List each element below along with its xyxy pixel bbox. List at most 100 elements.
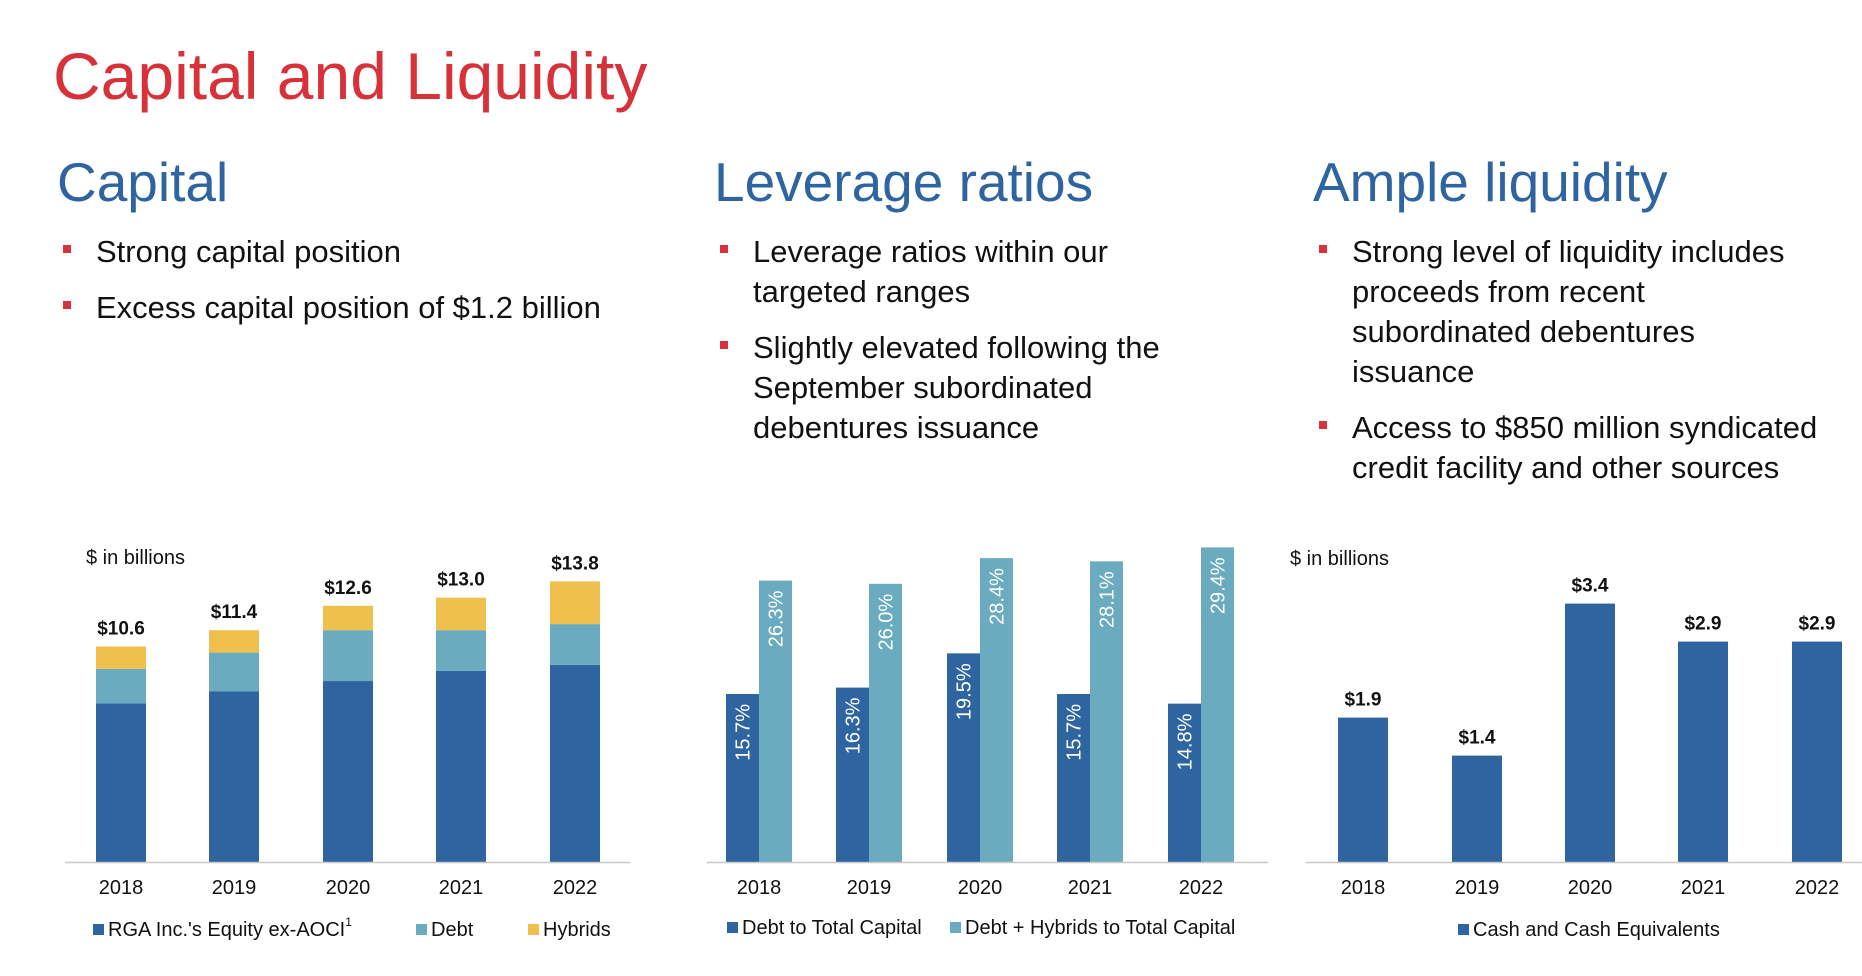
value-label: 15.7% bbox=[733, 704, 755, 761]
footnote-mark: 1 bbox=[345, 915, 352, 929]
bullet-line: proceeds from recent bbox=[1352, 274, 1645, 309]
bar bbox=[1792, 641, 1842, 862]
x-tick-label: 2019 bbox=[1455, 877, 1500, 899]
bullet-list: Strong level of liquidity includes procee… bbox=[1315, 232, 1817, 504]
value-label: $2.9 bbox=[1799, 614, 1836, 635]
section-heading: Ample liquidity bbox=[1313, 151, 1668, 213]
bullet: Strong level of liquidity includes procee… bbox=[1315, 232, 1817, 392]
legend-name: Debt + Hybrids to Total Capital bbox=[965, 917, 1235, 939]
value-label: 28.1% bbox=[1097, 571, 1119, 628]
legend-label: Debt to Total Capital bbox=[742, 917, 922, 939]
bullet: Strong capital position bbox=[59, 232, 601, 272]
x-tick-label: 2021 bbox=[1068, 877, 1113, 899]
section-heading: Capital bbox=[57, 151, 229, 213]
x-tick-label: 2021 bbox=[439, 877, 484, 899]
bar-segment bbox=[209, 630, 259, 653]
x-tick-label: 2022 bbox=[1795, 877, 1840, 899]
bullet-list: Strong capital position Excess capital po… bbox=[59, 232, 601, 344]
legend-swatch bbox=[93, 924, 104, 935]
x-tick-label: 2018 bbox=[1341, 877, 1386, 899]
bar-segment bbox=[209, 652, 259, 692]
bullet: Slightly elevated following the September… bbox=[716, 328, 1160, 448]
bar-segment bbox=[436, 670, 486, 862]
bar bbox=[1338, 717, 1388, 862]
bar-segment bbox=[550, 581, 600, 625]
bar-segment bbox=[96, 703, 146, 862]
bar bbox=[1201, 547, 1234, 862]
value-label: 26.3% bbox=[766, 590, 788, 647]
value-label: 19.5% bbox=[954, 663, 976, 720]
legend-label: Cash and Cash Equivalents bbox=[1473, 919, 1720, 941]
bullet: Access to $850 million syndicated credit … bbox=[1315, 408, 1817, 488]
bullet-list: Leverage ratios within our targeted range… bbox=[716, 232, 1160, 464]
legend-label: RGA Inc.'s Equity ex-AOCI1 bbox=[108, 915, 352, 941]
x-tick-label: 2018 bbox=[99, 877, 144, 899]
bullet-line: Access to $850 million syndicated bbox=[1352, 410, 1818, 445]
value-label: 14.8% bbox=[1175, 713, 1197, 770]
bullet-line: credit facility and other sources bbox=[1352, 450, 1780, 485]
value-label: $1.4 bbox=[1459, 728, 1496, 749]
bar-segment bbox=[323, 605, 373, 631]
legend-swatch bbox=[950, 922, 961, 933]
legend-swatch bbox=[528, 924, 539, 935]
bullet: Leverage ratios within our targeted range… bbox=[716, 232, 1160, 312]
x-tick-label: 2022 bbox=[1179, 877, 1224, 899]
bar bbox=[869, 583, 902, 862]
bar bbox=[1168, 703, 1201, 862]
legend-name: Debt to Total Capital bbox=[742, 917, 922, 939]
bar bbox=[1565, 603, 1615, 862]
bar bbox=[726, 694, 759, 862]
bullet-line: debentures issuance bbox=[753, 410, 1040, 445]
bullet-line: targeted ranges bbox=[753, 274, 971, 309]
total-label: $12.6 bbox=[324, 578, 372, 599]
x-tick-label: 2022 bbox=[553, 877, 598, 899]
bar-segment bbox=[436, 597, 486, 631]
x-tick-label: 2021 bbox=[1681, 877, 1726, 899]
legend-swatch bbox=[727, 922, 738, 933]
bullet: Excess capital position of $1.2 billion bbox=[59, 288, 601, 328]
bullet-line: Leverage ratios within our bbox=[753, 234, 1108, 269]
bullet-line: subordinated debentures bbox=[1352, 314, 1695, 349]
bullet-line: Strong capital position bbox=[96, 234, 402, 269]
bar bbox=[1090, 561, 1123, 862]
bar-segment bbox=[96, 668, 146, 704]
bar bbox=[1452, 755, 1502, 862]
bar bbox=[1678, 641, 1728, 862]
total-label: $11.4 bbox=[211, 602, 258, 623]
legend-name: Hybrids bbox=[543, 919, 611, 941]
chart-subtitle: $ in billions bbox=[1290, 548, 1389, 570]
value-label: 26.0% bbox=[876, 594, 898, 651]
total-label: $13.0 bbox=[437, 570, 485, 591]
bar bbox=[836, 687, 869, 862]
bar-segment bbox=[323, 681, 373, 862]
section-heading: Leverage ratios bbox=[714, 151, 1094, 213]
legend-label: Hybrids bbox=[543, 919, 611, 941]
bar bbox=[947, 653, 980, 862]
legend-name: Debt bbox=[431, 919, 474, 941]
bar-segment bbox=[96, 646, 146, 669]
bar bbox=[759, 580, 792, 862]
value-label: $3.4 bbox=[1572, 576, 1609, 597]
x-tick-label: 2020 bbox=[1568, 877, 1613, 899]
value-label: $1.9 bbox=[1345, 690, 1382, 711]
value-label: 16.3% bbox=[843, 697, 865, 754]
value-label: 15.7% bbox=[1064, 704, 1086, 761]
x-tick-label: 2020 bbox=[326, 877, 371, 899]
legend-name: RGA Inc.'s Equity ex-AOCI bbox=[108, 919, 345, 941]
chart-subtitle: $ in billions bbox=[86, 547, 185, 569]
bar-segment bbox=[323, 630, 373, 682]
legend-swatch bbox=[416, 924, 427, 935]
value-label: 28.4% bbox=[987, 568, 1009, 625]
x-tick-label: 2018 bbox=[737, 877, 782, 899]
value-label: $2.9 bbox=[1685, 614, 1722, 635]
bar-segment bbox=[209, 691, 259, 862]
bullet-line: Slightly elevated following the bbox=[753, 330, 1160, 365]
bar bbox=[1057, 694, 1090, 862]
bullet-line: September subordinated bbox=[753, 370, 1093, 405]
bullet-line: Strong level of liquidity includes bbox=[1352, 234, 1785, 269]
total-label: $13.8 bbox=[551, 553, 599, 574]
bullet-line: Excess capital position of $1.2 billion bbox=[96, 290, 601, 325]
legend-name: Cash and Cash Equivalents bbox=[1473, 919, 1720, 941]
